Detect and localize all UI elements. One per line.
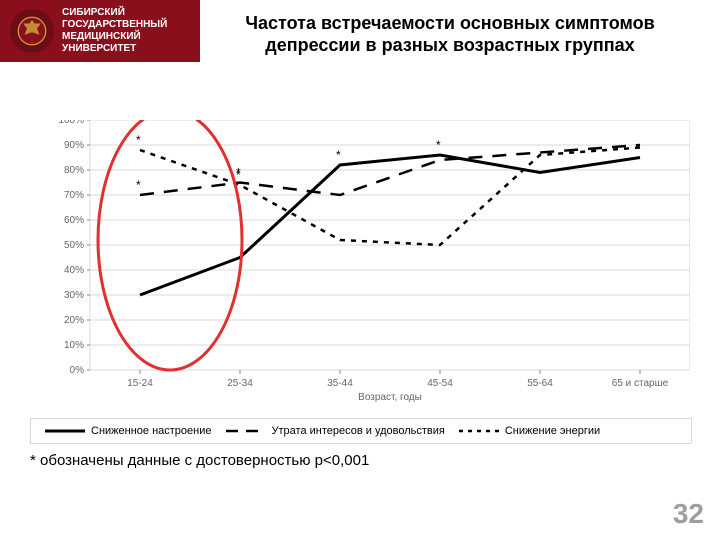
logo-line4: УНИВЕРСИТЕТ [62, 43, 167, 55]
svg-text:65 и старше: 65 и старше [612, 378, 669, 389]
svg-text:Возраст, годы: Возраст, годы [358, 392, 422, 403]
svg-text:35-44: 35-44 [327, 378, 353, 389]
svg-text:20%: 20% [64, 315, 84, 326]
logo-emblem-icon [10, 9, 54, 53]
legend-label-2: Утрата интересов и удовольствия [272, 425, 445, 437]
legend-label-1: Сниженное настроение [91, 425, 212, 437]
line-chart: 0% 10% 20% 30% 40% 50% 60% 70% 80% 90% 100% 15-24 25… [30, 120, 690, 415]
svg-text:10%: 10% [64, 340, 84, 351]
svg-text:70%: 70% [64, 190, 84, 201]
page-number: 32 [673, 498, 704, 530]
svg-text:0%: 0% [70, 365, 85, 376]
legend-sample-1 [45, 425, 85, 437]
svg-text:*: * [336, 148, 341, 162]
slide: { "logo":{ "line1":"СИБИРСКИЙ", "line2":… [0, 0, 720, 540]
svg-text:60%: 60% [64, 215, 84, 226]
footnote: * обозначены данные с достоверностью p<0… [30, 452, 369, 469]
svg-text:100%: 100% [58, 120, 84, 126]
svg-text:*: * [136, 133, 141, 147]
legend: Сниженное настроение Утрата интересов и … [30, 418, 692, 444]
svg-text:40%: 40% [64, 265, 84, 276]
svg-text:25-34: 25-34 [227, 378, 253, 389]
svg-text:*: * [136, 178, 141, 192]
logo-line1: СИБИРСКИЙ [62, 7, 167, 19]
page-title: Частота встречаемости основных симптомов… [215, 12, 685, 56]
svg-text:80%: 80% [64, 165, 84, 176]
legend-sample-2 [226, 425, 266, 437]
svg-text:*: * [436, 138, 441, 152]
svg-text:15-24: 15-24 [127, 378, 153, 389]
svg-text:90%: 90% [64, 140, 84, 151]
svg-text:30%: 30% [64, 290, 84, 301]
logo-text: СИБИРСКИЙ ГОСУДАРСТВЕННЫЙ МЕДИЦИНСКИЙ УН… [62, 7, 167, 55]
logo-block: СИБИРСКИЙ ГОСУДАРСТВЕННЫЙ МЕДИЦИНСКИЙ УН… [0, 0, 200, 62]
legend-label-3: Снижение энергии [505, 425, 600, 437]
logo-line2: ГОСУДАРСТВЕННЫЙ [62, 19, 167, 31]
legend-sample-3 [459, 425, 499, 437]
svg-text:45-54: 45-54 [427, 378, 453, 389]
svg-text:*: * [236, 168, 241, 182]
svg-text:55-64: 55-64 [527, 378, 553, 389]
logo-line3: МЕДИЦИНСКИЙ [62, 31, 167, 43]
svg-text:50%: 50% [64, 240, 84, 251]
